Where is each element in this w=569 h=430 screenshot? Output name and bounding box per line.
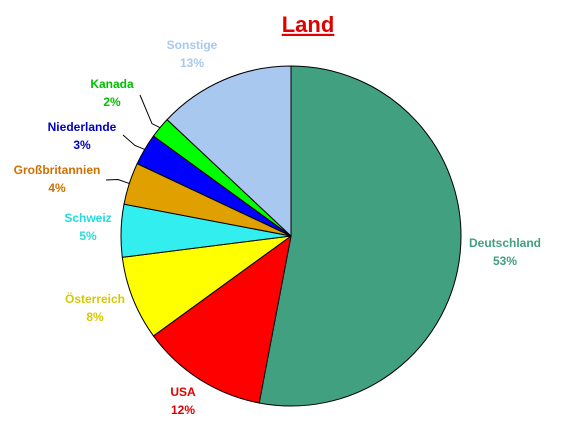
slice-label: Deutschland (469, 236, 541, 250)
slice-label: Niederlande (48, 120, 117, 134)
slice-value-label: 4% (48, 181, 66, 195)
slice-value-label: 12% (171, 403, 195, 417)
slice-label: Schweiz (64, 211, 111, 225)
chart-title: Land (282, 12, 335, 37)
slice-label: USA (170, 385, 196, 399)
slice-label: Kanada (90, 77, 134, 91)
leader-line (105, 178, 130, 184)
pie-slice (258, 65, 462, 407)
slice-value-label: 8% (86, 310, 104, 324)
slice-label: Sonstige (167, 38, 218, 52)
slice-value-label: 2% (103, 95, 121, 109)
leader-line (122, 134, 145, 150)
pie-slice (152, 234, 292, 404)
slice-label: Österreich (65, 291, 125, 306)
slice-value-label: 5% (79, 229, 97, 243)
slice-value-label: 3% (73, 138, 91, 152)
slice-value-label: 13% (180, 56, 204, 70)
pie-slice (166, 65, 292, 238)
slice-value-label: 53% (493, 254, 517, 268)
slice-label: Großbritannien (14, 163, 101, 177)
leader-line (139, 94, 161, 129)
